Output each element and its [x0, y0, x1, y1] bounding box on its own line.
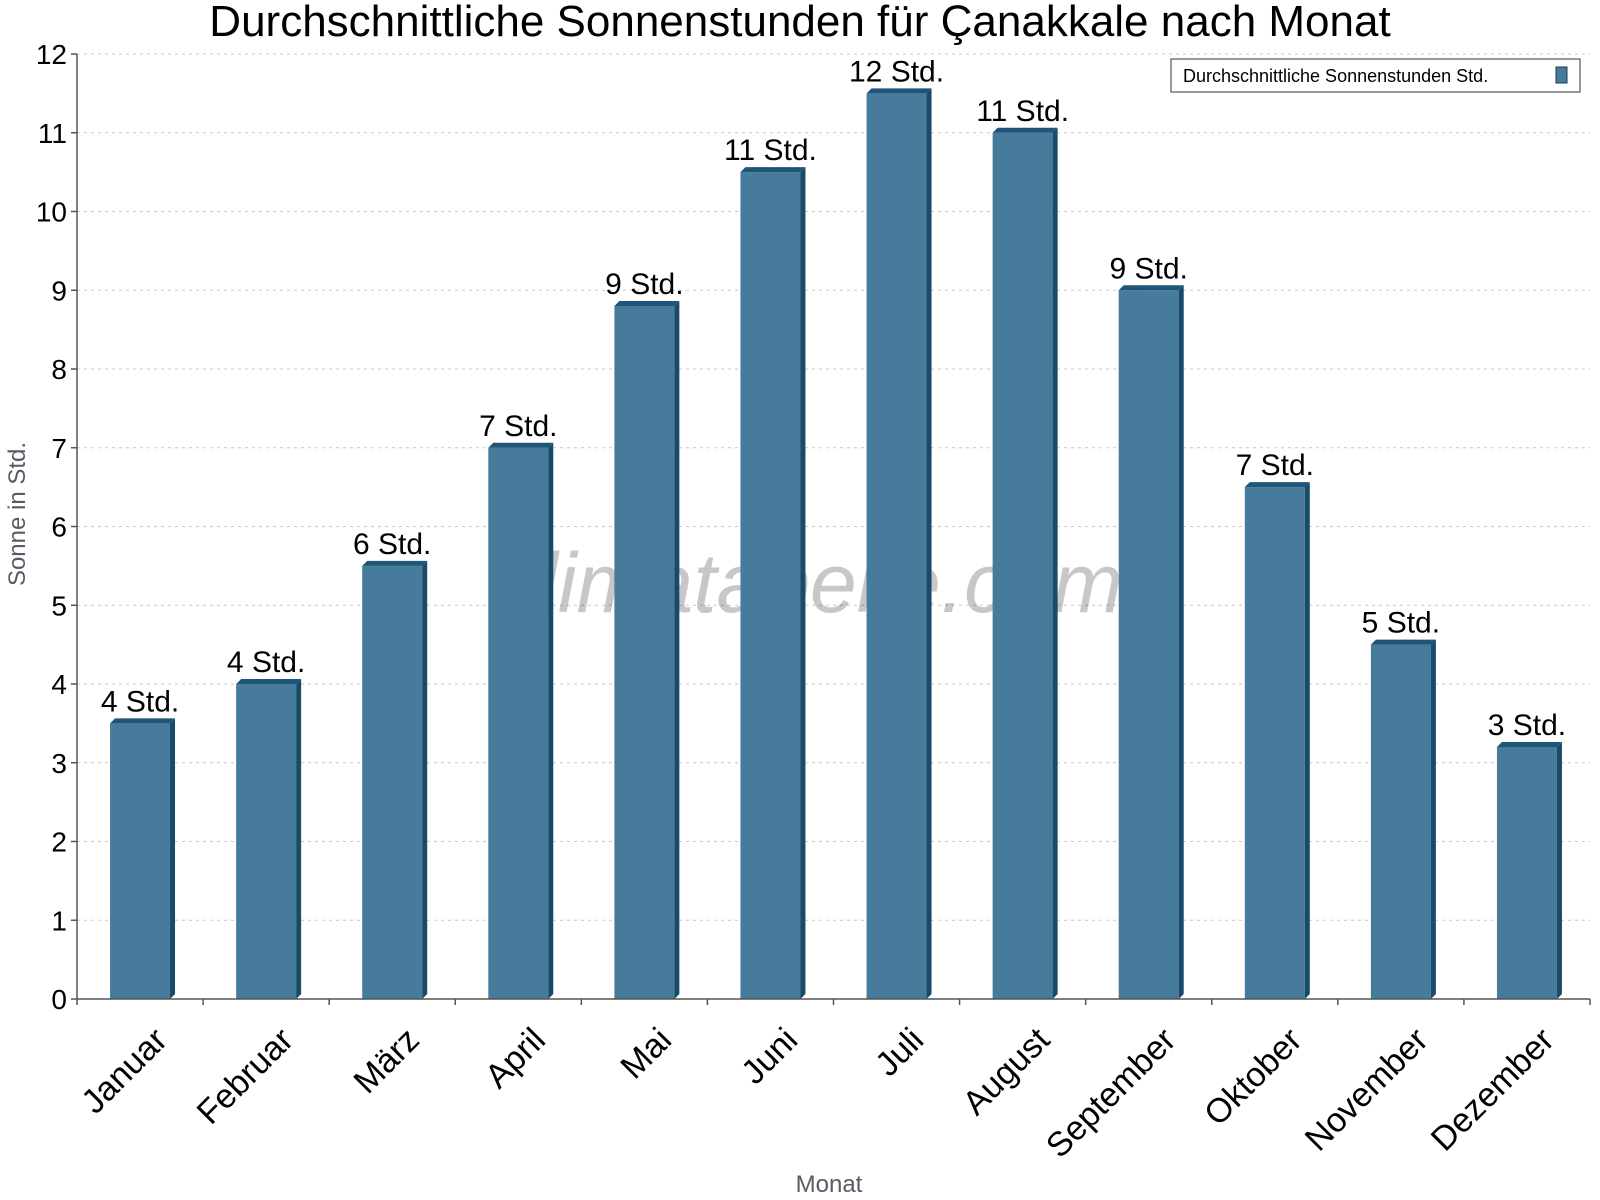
y-tick-label: 9: [51, 275, 67, 306]
bar-value-label: 7 Std.: [479, 410, 557, 443]
bar-front: [1496, 747, 1557, 999]
x-tick-label: August: [956, 1020, 1058, 1122]
bars-group: [110, 88, 1562, 999]
bar: [110, 718, 176, 999]
bar-top: [614, 301, 680, 306]
bar-value-label: 9 Std.: [605, 268, 683, 301]
x-tick-label: Juli: [868, 1021, 931, 1084]
bar-side: [674, 301, 680, 999]
bar-side: [422, 560, 428, 999]
bar-front: [110, 723, 171, 999]
bar-front: [488, 447, 549, 999]
bar: [1244, 482, 1310, 999]
bar: [866, 88, 932, 999]
bar-front: [1118, 290, 1179, 999]
bar-top: [866, 88, 932, 94]
bar: [236, 679, 302, 999]
grid-lines: [77, 53, 1590, 921]
bar-front: [362, 565, 423, 999]
x-tick-label: März: [347, 1021, 427, 1101]
x-axis-label: Monat: [796, 1171, 863, 1198]
y-tick-label: 11: [38, 118, 67, 149]
bar-front: [1370, 644, 1431, 999]
bar-side: [1556, 742, 1562, 999]
y-tick-label: 6: [51, 512, 67, 543]
bar: [740, 167, 806, 999]
bar-front: [614, 306, 675, 999]
y-tick-label: 8: [51, 354, 67, 385]
bar-top: [488, 442, 554, 448]
bar-value-label: 11 Std.: [724, 134, 817, 167]
y-axis-label: Sonne in Std.: [4, 442, 31, 586]
x-tick-label: November: [1298, 1021, 1436, 1159]
bar: [992, 127, 1058, 999]
x-tick-label: Februar: [190, 1021, 301, 1132]
bar-side: [170, 718, 176, 999]
x-tick-label: Dezember: [1424, 1021, 1562, 1159]
bar-value-label: 4 Std.: [101, 685, 179, 718]
legend: Durchschnittliche Sonnenstunden Std.: [1170, 58, 1581, 93]
bar-top: [1496, 742, 1562, 747]
bar: [488, 442, 554, 999]
legend-entry-label: Durchschnittliche Sonnenstunden Std.: [1183, 66, 1488, 86]
bar-side: [296, 679, 302, 999]
y-tick-label: 7: [51, 433, 67, 464]
x-tick-label: Mai: [613, 1021, 679, 1087]
y-tick-label: 2: [51, 827, 67, 858]
bar-value-label: 11 Std.: [976, 95, 1069, 128]
bar: [614, 301, 680, 999]
y-tick-label: 4: [51, 669, 67, 700]
legend-box: [1170, 58, 1581, 93]
bar: [362, 560, 428, 999]
bar-value-label: 5 Std.: [1362, 607, 1440, 640]
bar-front: [740, 172, 801, 999]
bar: [1370, 639, 1436, 999]
bar: [1118, 285, 1184, 999]
y-tick-label: 1: [51, 905, 67, 936]
y-tick-label: 3: [51, 748, 67, 779]
bar-front: [236, 684, 297, 999]
bar-top: [1244, 482, 1310, 488]
bar-side: [926, 88, 932, 999]
x-tick-label: September: [1039, 1021, 1183, 1165]
x-tick-label: Juni: [734, 1021, 805, 1092]
y-tick-label: 0: [51, 984, 67, 1015]
bar-front: [1244, 487, 1305, 999]
bar-side: [1052, 127, 1058, 999]
x-tick-label: April: [478, 1021, 553, 1096]
x-tick-label: Oktober: [1197, 1021, 1309, 1133]
data-labels-group: 4 Std. 4 Std. 6 Std. 7 Std. 9 Std. 11 Std. 12 …: [101, 55, 1566, 742]
bar-value-label: 4 Std.: [227, 646, 305, 679]
bar-front: [866, 93, 927, 999]
bar-top: [740, 167, 806, 173]
bar-top: [1370, 639, 1436, 645]
bar-side: [1304, 482, 1310, 999]
bar-value-label: 7 Std.: [1236, 449, 1314, 482]
y-tick-label: 10: [36, 197, 67, 228]
bar-value-label: 12 Std.: [849, 55, 944, 88]
bar: [1496, 742, 1562, 999]
bar-top: [110, 718, 176, 724]
bar-side: [548, 442, 554, 999]
y-tick-label: 5: [51, 590, 67, 621]
bar-top: [362, 560, 428, 566]
x-tick-label: Januar: [74, 1021, 174, 1121]
bar-value-label: 9 Std.: [1110, 252, 1188, 285]
bar-side: [800, 167, 806, 999]
chart-title: Durchschnittliche Sonnenstunden für Çana…: [209, 0, 1390, 46]
bar-top: [992, 127, 1058, 133]
legend-swatch: [1555, 66, 1568, 84]
bar-side: [1178, 285, 1184, 999]
bar-front: [992, 132, 1053, 999]
bar-side: [1430, 639, 1436, 999]
bar-value-label: 3 Std.: [1488, 709, 1566, 742]
y-tick-label: 12: [36, 39, 67, 70]
bar-value-label: 6 Std.: [353, 528, 431, 561]
bar-top: [1118, 285, 1184, 291]
bar-top: [236, 679, 302, 684]
